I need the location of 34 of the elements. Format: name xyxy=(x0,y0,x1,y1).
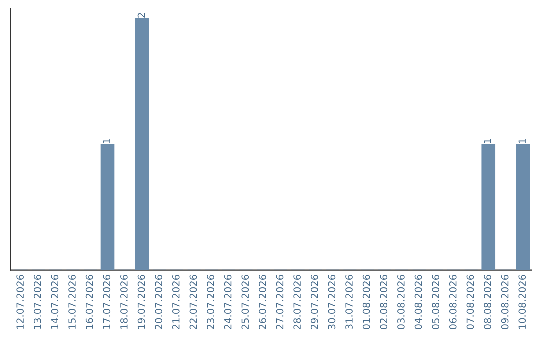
x-tick-label: 01.08.2026 xyxy=(362,275,370,330)
x-tick-label: 31.07.2026 xyxy=(346,275,353,330)
data-label: 1 xyxy=(484,139,492,144)
x-tick-label: 25.07.2026 xyxy=(242,275,250,330)
x-tick-label: 21.07.2026 xyxy=(172,275,180,330)
x-tick-label: 06.08.2026 xyxy=(449,275,457,330)
data-label: 2 xyxy=(138,13,146,18)
x-tick-label: 23.07.2026 xyxy=(207,275,214,330)
x-tick-label: 15.07.2026 xyxy=(68,275,76,330)
x-tick-label: 12.07.2026 xyxy=(16,275,24,330)
x-tick-label: 28.07.2026 xyxy=(294,275,302,330)
x-tick-label: 05.08.2026 xyxy=(432,275,440,330)
x-tick-label: 13.07.2026 xyxy=(34,275,42,330)
x-tick-label: 09.08.2026 xyxy=(501,275,509,330)
x-tick-label: 04.08.2026 xyxy=(414,275,422,330)
x-tick-label: 20.07.2026 xyxy=(155,275,163,330)
x-tick-label: 14.07.2026 xyxy=(51,275,59,330)
x-tick-label: 24.07.2026 xyxy=(224,275,232,330)
x-tick-label: 26.07.2026 xyxy=(259,275,266,330)
x-tick-label: 16.07.2026 xyxy=(86,275,94,330)
data-label: 1 xyxy=(518,139,526,144)
x-tick-label: 08.08.2026 xyxy=(484,275,492,330)
x-tick-label: 19.07.2026 xyxy=(138,275,146,330)
x-tick-label: 29.07.2026 xyxy=(310,275,318,330)
x-tick-label: 07.08.2026 xyxy=(466,275,474,330)
x-tick-label: 10.08.2026 xyxy=(518,275,526,330)
x-tick-label: 03.08.2026 xyxy=(398,275,405,330)
data-label: 1 xyxy=(103,139,110,144)
x-tick-label: 17.07.2026 xyxy=(103,275,111,330)
x-tick-label: 18.07.2026 xyxy=(120,275,128,330)
x-tick-label: 27.07.2026 xyxy=(276,275,284,330)
x-tick-label: 02.08.2026 xyxy=(380,275,388,330)
x-tick-label: 30.07.2026 xyxy=(328,275,336,330)
x-tick-label: 22.07.2026 xyxy=(190,275,198,330)
